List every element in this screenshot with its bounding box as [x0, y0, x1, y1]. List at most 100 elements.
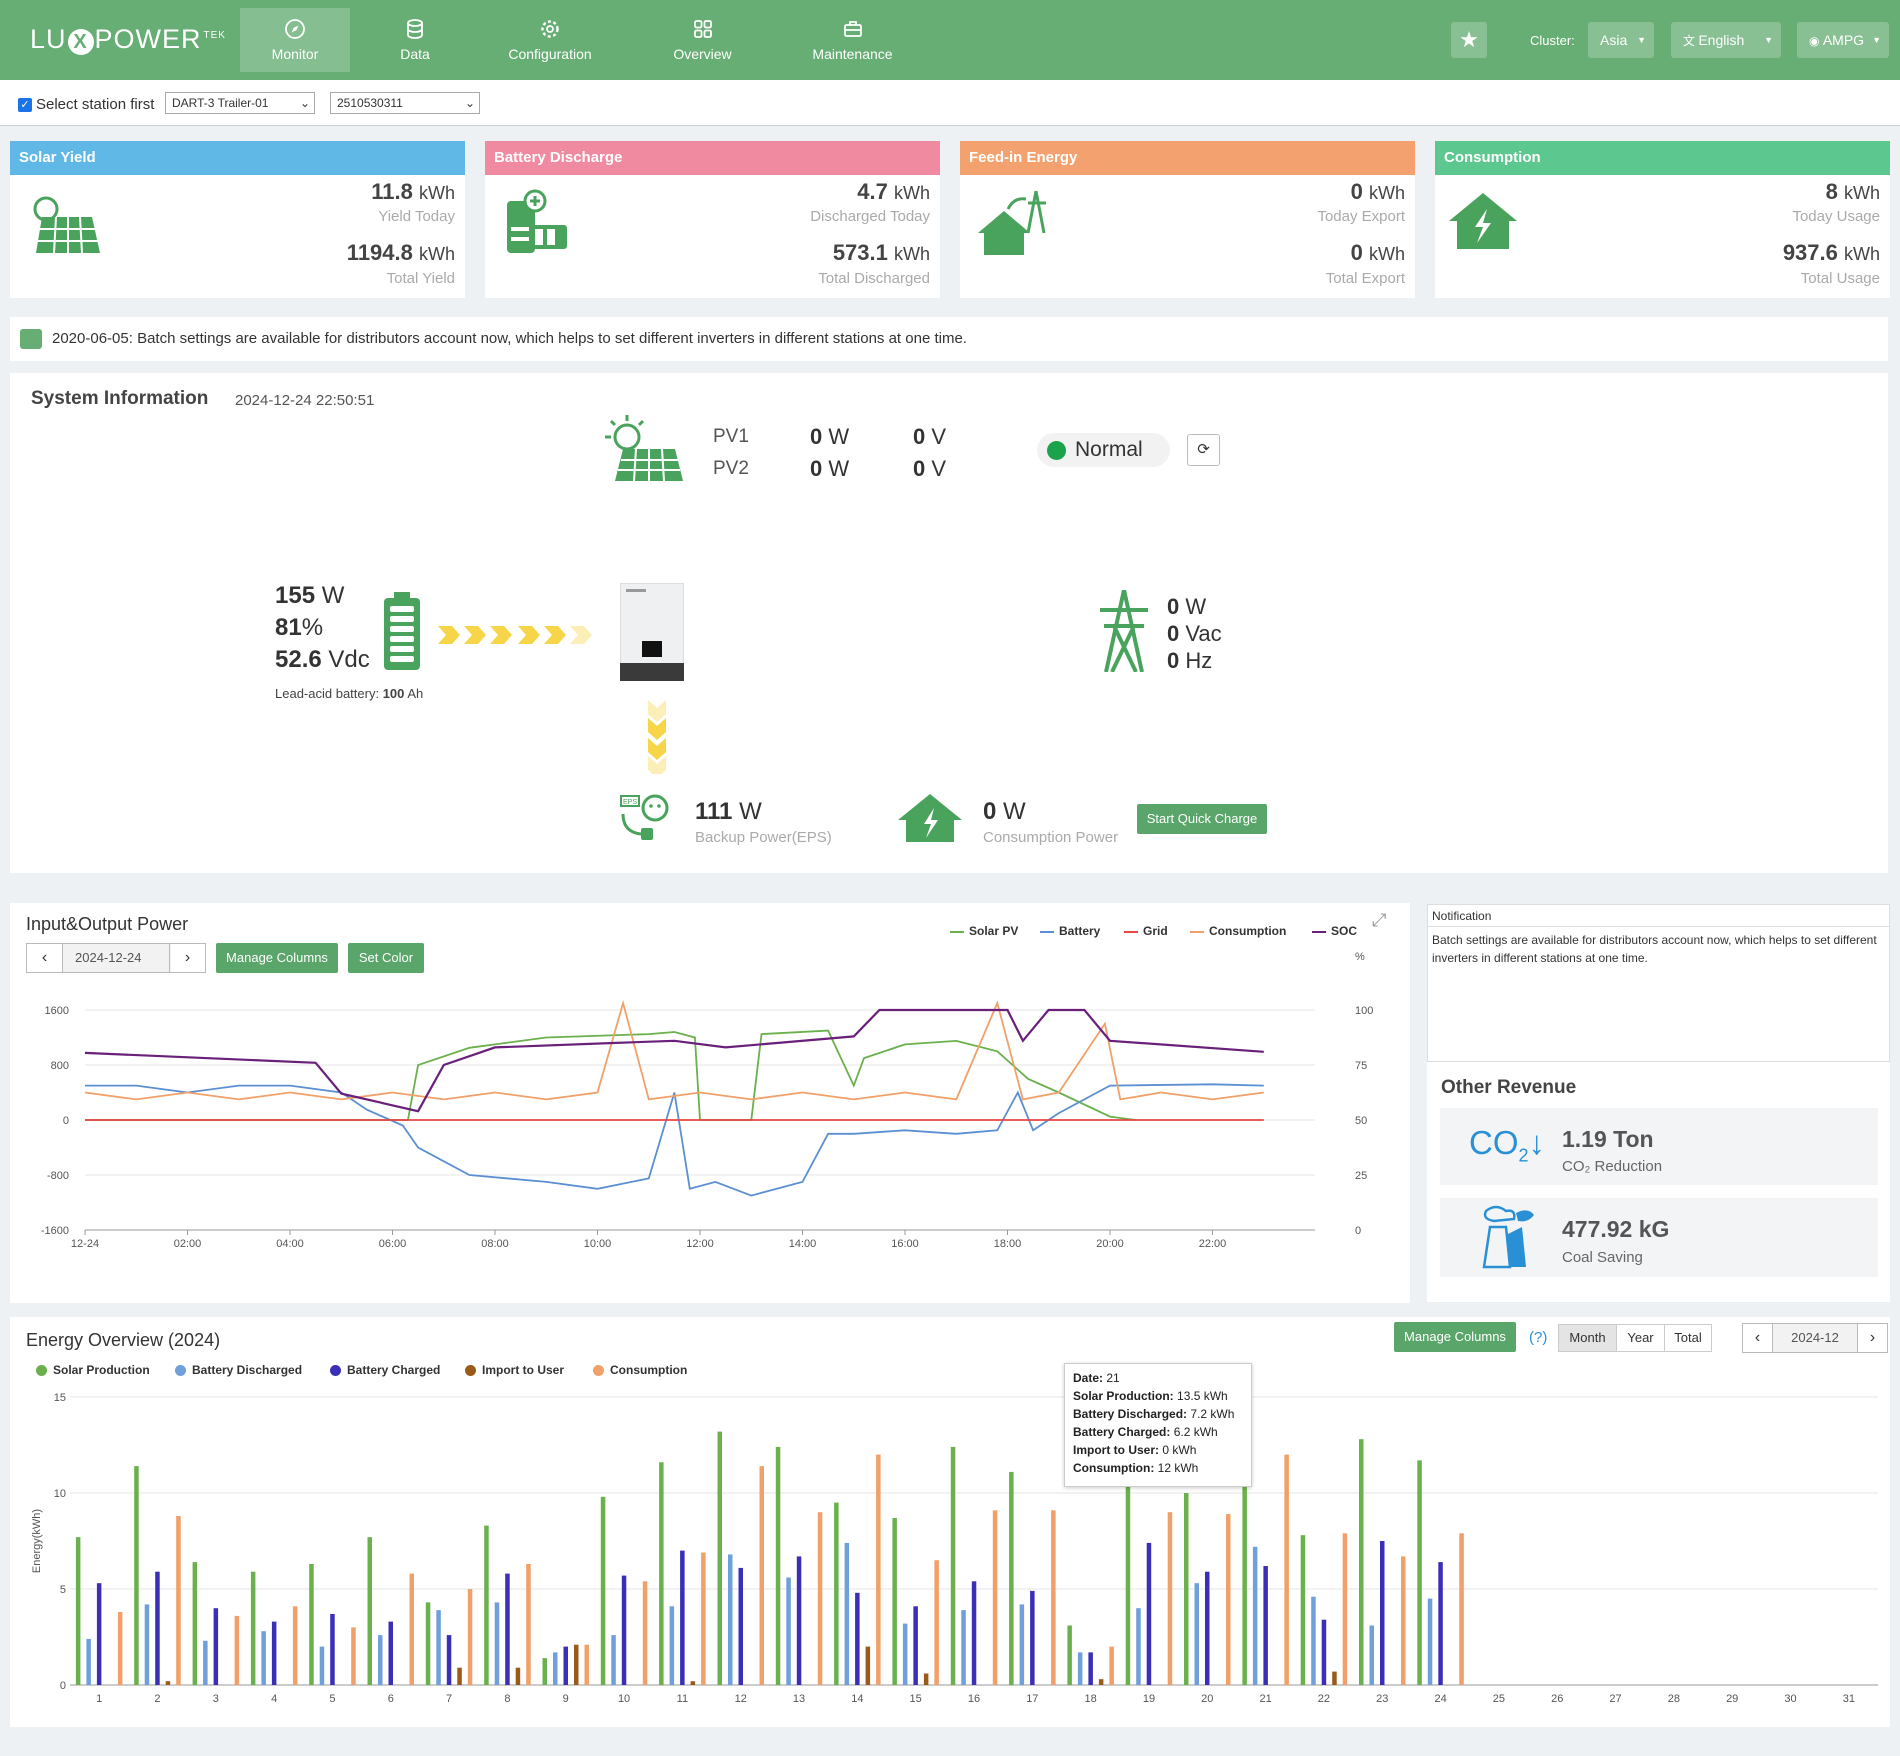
energy-bar-battery-charged[interactable] — [738, 1567, 744, 1685]
energy-bar-battery-discharged[interactable] — [86, 1638, 91, 1685]
energy-bar-solar-production[interactable] — [367, 1537, 373, 1685]
energy-bar-solar-production[interactable] — [1184, 1493, 1189, 1685]
energy-bar-solar-production[interactable] — [309, 1564, 314, 1685]
nav-monitor[interactable]: Monitor — [240, 8, 350, 72]
energy-bar-battery-charged[interactable] — [388, 1621, 394, 1685]
energy-bar-battery-discharged[interactable] — [1077, 1652, 1083, 1685]
select-station-checkbox[interactable]: ✓ — [18, 98, 32, 112]
energy-bar-solar-production[interactable] — [775, 1446, 781, 1685]
energy-bar-consumption[interactable] — [759, 1466, 765, 1685]
energy-bar-battery-charged[interactable] — [1205, 1571, 1210, 1685]
energy-bar-battery-discharged[interactable] — [669, 1606, 675, 1685]
energy-bar-solar-production[interactable] — [892, 1518, 897, 1685]
energy-bar-battery-discharged[interactable] — [553, 1652, 558, 1685]
energy-bar-battery-charged[interactable] — [505, 1573, 510, 1685]
energy-bar-battery-discharged[interactable] — [1369, 1625, 1375, 1686]
nav-overview[interactable]: Overview — [655, 8, 750, 72]
energy-bar-battery-charged[interactable] — [271, 1621, 277, 1685]
energy-bar-consumption[interactable] — [1342, 1533, 1348, 1685]
next-day-button[interactable]: › — [169, 944, 205, 972]
energy-manage-columns-button[interactable]: Manage Columns — [1394, 1322, 1516, 1352]
energy-bar-import-to-user[interactable] — [1332, 1671, 1337, 1685]
energy-bar-battery-discharged[interactable] — [1427, 1598, 1433, 1685]
energy-bar-battery-discharged[interactable] — [961, 1610, 966, 1685]
energy-bar-battery-discharged[interactable] — [436, 1610, 441, 1685]
energy-bar-consumption[interactable] — [1109, 1646, 1114, 1685]
energy-bar-battery-charged[interactable] — [680, 1550, 685, 1685]
energy-bar-consumption[interactable] — [934, 1560, 939, 1685]
energy-bar-consumption[interactable] — [642, 1581, 648, 1685]
energy-bar-consumption[interactable] — [351, 1627, 356, 1685]
energy-bar-import-to-user[interactable] — [1098, 1679, 1104, 1685]
energy-bar-import-to-user[interactable] — [165, 1681, 171, 1685]
io-legend-item[interactable]: Solar PV — [950, 924, 1018, 938]
energy-bar-battery-charged[interactable] — [913, 1606, 918, 1685]
energy-bar-consumption[interactable] — [1459, 1533, 1464, 1685]
energy-bar-battery-discharged[interactable] — [261, 1631, 266, 1685]
energy-bar-battery-discharged[interactable] — [378, 1635, 383, 1685]
energy-bar-import-to-user[interactable] — [865, 1646, 871, 1685]
energy-bar-solar-production[interactable] — [1300, 1535, 1306, 1685]
energy-bar-solar-production[interactable] — [75, 1537, 81, 1685]
station-dropdown[interactable]: DART-3 Trailer-01 ⌄ — [165, 92, 315, 114]
energy-bar-battery-charged[interactable] — [1263, 1566, 1268, 1685]
energy-bar-battery-discharged[interactable] — [203, 1640, 208, 1685]
period-value[interactable]: 2024-12 — [1773, 1324, 1857, 1352]
energy-bar-consumption[interactable] — [876, 1454, 881, 1685]
energy-bar-solar-production[interactable] — [1242, 1425, 1247, 1685]
energy-bar-consumption[interactable] — [817, 1512, 823, 1685]
energy-bar-import-to-user[interactable] — [574, 1644, 579, 1685]
energy-bar-battery-discharged[interactable] — [611, 1635, 616, 1685]
energy-bar-battery-discharged[interactable] — [844, 1542, 850, 1685]
energy-bar-consumption[interactable] — [526, 1564, 531, 1685]
energy-bar-solar-production[interactable] — [1009, 1471, 1014, 1685]
energy-legend-item[interactable]: Battery Charged — [330, 1363, 440, 1377]
energy-bar-consumption[interactable] — [117, 1612, 123, 1685]
io-date-value[interactable]: 2024-12-24 — [63, 944, 171, 972]
nav-maintenance[interactable]: Maintenance — [795, 8, 910, 72]
energy-bar-battery-charged[interactable] — [1088, 1652, 1093, 1685]
energy-legend-item[interactable]: Battery Discharged — [175, 1363, 302, 1377]
energy-bar-solar-production[interactable] — [542, 1658, 548, 1685]
energy-bar-consumption[interactable] — [467, 1589, 473, 1685]
nav-configuration[interactable]: Configuration — [495, 8, 605, 72]
energy-bar-solar-production[interactable] — [834, 1502, 839, 1685]
energy-bar-consumption[interactable] — [1226, 1514, 1231, 1685]
energy-bar-consumption[interactable] — [1401, 1556, 1406, 1685]
energy-bar-solar-production[interactable] — [1417, 1460, 1422, 1685]
energy-bar-battery-charged[interactable] — [1438, 1562, 1443, 1685]
energy-bar-solar-production[interactable] — [717, 1431, 723, 1685]
energy-bar-battery-discharged[interactable] — [144, 1604, 150, 1685]
serial-dropdown[interactable]: 2510530311 ⌄ — [330, 92, 480, 114]
start-quick-charge-button[interactable]: Start Quick Charge — [1137, 804, 1267, 834]
prev-period-button[interactable]: ‹ — [1743, 1324, 1773, 1352]
io-legend-item[interactable]: SOC — [1312, 924, 1357, 938]
energy-bar-consumption[interactable] — [234, 1615, 240, 1685]
nav-data[interactable]: Data — [370, 8, 460, 72]
energy-bar-solar-production[interactable] — [600, 1496, 606, 1685]
user-menu[interactable]: ◉ AMPG ▼ — [1797, 22, 1889, 58]
energy-bar-solar-production[interactable] — [1067, 1625, 1072, 1686]
energy-bar-consumption[interactable] — [701, 1552, 706, 1686]
energy-bar-battery-charged[interactable] — [155, 1571, 160, 1685]
energy-legend-item[interactable]: Solar Production — [36, 1363, 150, 1377]
energy-bar-consumption[interactable] — [1051, 1510, 1056, 1685]
tab-total[interactable]: Total — [1674, 1330, 1702, 1345]
energy-bar-solar-production[interactable] — [1359, 1439, 1364, 1685]
tab-year[interactable]: Year — [1617, 1325, 1665, 1351]
prev-day-button[interactable]: ‹ — [27, 944, 63, 972]
energy-bar-consumption[interactable] — [992, 1510, 998, 1685]
energy-bar-solar-production[interactable] — [134, 1466, 139, 1685]
energy-bar-import-to-user[interactable] — [515, 1667, 521, 1685]
energy-bar-battery-discharged[interactable] — [1194, 1583, 1200, 1685]
set-color-button[interactable]: Set Color — [348, 943, 424, 973]
energy-bar-battery-charged[interactable] — [446, 1635, 452, 1685]
energy-bar-battery-charged[interactable] — [1380, 1541, 1385, 1685]
energy-bar-battery-discharged[interactable] — [319, 1646, 325, 1685]
energy-bar-battery-charged[interactable] — [855, 1592, 860, 1685]
energy-bar-battery-discharged[interactable] — [728, 1554, 733, 1685]
energy-bar-consumption[interactable] — [176, 1516, 181, 1685]
energy-bar-consumption[interactable] — [584, 1644, 590, 1685]
help-icon[interactable]: (?) — [1529, 1329, 1548, 1346]
energy-bar-battery-discharged[interactable] — [786, 1577, 791, 1686]
